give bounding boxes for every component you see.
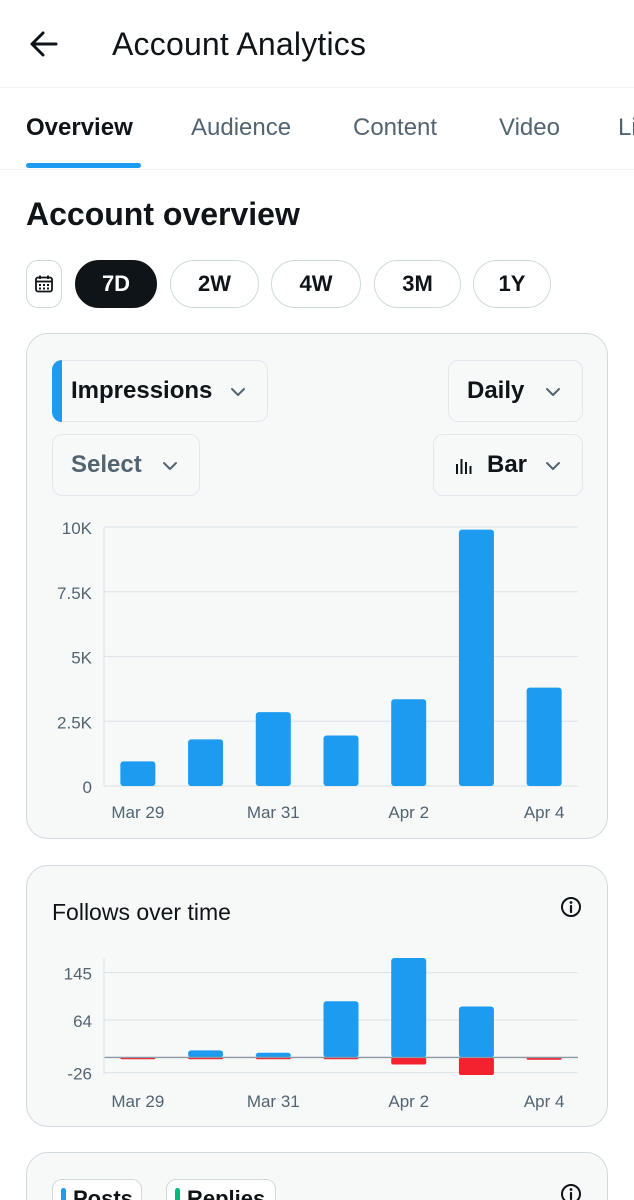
bar xyxy=(458,529,494,786)
tab-live[interactable]: Li xyxy=(618,114,634,141)
y-tick-label: -26 xyxy=(67,1065,92,1084)
bar-follows xyxy=(323,1001,359,1058)
range-2w-button[interactable]: 2W xyxy=(170,260,259,308)
x-tick-label: Mar 31 xyxy=(247,1092,300,1111)
range-7d-button[interactable]: 7D xyxy=(75,260,157,308)
compare-dropdown-label: Select xyxy=(71,451,142,478)
posts-color-swatch xyxy=(61,1188,66,1200)
chevron-down-icon xyxy=(163,462,177,470)
chevron-down-icon xyxy=(546,388,560,396)
bar-unfollows xyxy=(458,1057,494,1075)
bar xyxy=(526,687,562,786)
bar-unfollows xyxy=(391,1057,427,1065)
bar xyxy=(391,699,427,786)
tab-video[interactable]: Video xyxy=(499,114,560,141)
x-tick-label: Mar 29 xyxy=(111,1092,164,1111)
y-tick-label: 145 xyxy=(64,965,92,984)
legend-posts-label: Posts xyxy=(73,1186,133,1200)
interval-dropdown-label: Daily xyxy=(467,377,525,404)
metric-dropdown[interactable]: Impressions xyxy=(52,360,268,422)
y-tick-label: 5K xyxy=(71,649,92,668)
app-header: Account Analytics xyxy=(0,0,634,88)
x-tick-label: Apr 4 xyxy=(524,1092,565,1111)
x-tick-label: Mar 31 xyxy=(247,803,300,822)
impressions-card: Impressions Daily Select Bar 10K 7.5K 5K 2.… xyxy=(26,333,608,839)
section-title: Account overview xyxy=(26,196,300,232)
tab-overview[interactable]: Overview xyxy=(26,114,133,141)
metric-dropdown-label: Impressions xyxy=(71,377,213,404)
legend-replies-label: Replies xyxy=(187,1186,266,1200)
chevron-down-icon xyxy=(546,462,560,470)
y-tick-label: 0 xyxy=(83,778,92,797)
tab-content[interactable]: Content xyxy=(353,114,438,141)
tab-bar: Overview Audience Content Video Li xyxy=(0,88,634,170)
arrow-left-icon[interactable] xyxy=(28,28,60,60)
range-4w-button[interactable]: 4W xyxy=(271,260,361,308)
bar xyxy=(255,712,291,786)
range-1y-button[interactable]: 1Y xyxy=(473,260,551,308)
impressions-bar-chart: 10K 7.5K 5K 2.5K 0 Mar 29 Mar 31 Apr 2 Apr 4 xyxy=(57,519,578,822)
follows-card-title: Follows over time xyxy=(52,899,231,925)
range-3m-button[interactable]: 3M xyxy=(374,260,461,308)
legend-posts[interactable]: Posts xyxy=(52,1179,142,1200)
bar xyxy=(120,761,156,786)
x-tick-label: Apr 4 xyxy=(524,803,565,822)
compare-dropdown[interactable]: Select xyxy=(52,434,200,496)
y-tick-label: 7.5K xyxy=(57,584,93,603)
legend-replies[interactable]: Replies xyxy=(166,1179,276,1200)
follows-bar-chart: 145 64 -26 Mar 29 Mar 31 Apr 2 Apr 4 xyxy=(64,958,578,1111)
x-tick-label: Apr 2 xyxy=(388,1092,429,1111)
y-tick-label: 64 xyxy=(73,1012,92,1031)
calendar-icon xyxy=(35,275,53,293)
bar-follows xyxy=(255,1052,291,1058)
tab-audience[interactable]: Audience xyxy=(191,114,292,141)
bar-chart-icon xyxy=(456,459,472,474)
follows-card: Follows over time 145 64 -26 Mar 29 Mar 31 Ap… xyxy=(26,865,608,1127)
info-icon[interactable] xyxy=(560,1183,582,1200)
page-title: Account Analytics xyxy=(112,26,367,62)
info-icon[interactable] xyxy=(560,896,582,918)
metric-color-indicator xyxy=(52,360,62,422)
active-tab-indicator xyxy=(26,163,141,168)
bar-follows xyxy=(188,1050,224,1058)
y-tick-label: 2.5K xyxy=(57,713,93,732)
y-tick-label: 10K xyxy=(62,519,93,538)
chart-type-dropdown-label: Bar xyxy=(487,451,528,478)
replies-color-swatch xyxy=(175,1188,180,1200)
x-tick-label: Mar 29 xyxy=(111,803,164,822)
chevron-down-icon xyxy=(231,388,245,396)
posts-replies-card: Posts Replies xyxy=(26,1152,608,1200)
bar-follows xyxy=(458,1006,494,1058)
x-tick-label: Apr 2 xyxy=(388,803,429,822)
calendar-button[interactable] xyxy=(26,260,62,308)
chart-type-dropdown[interactable]: Bar xyxy=(433,434,583,496)
interval-dropdown[interactable]: Daily xyxy=(448,360,583,422)
bar xyxy=(188,739,224,786)
bar xyxy=(323,735,359,786)
bar-follows xyxy=(391,958,427,1058)
